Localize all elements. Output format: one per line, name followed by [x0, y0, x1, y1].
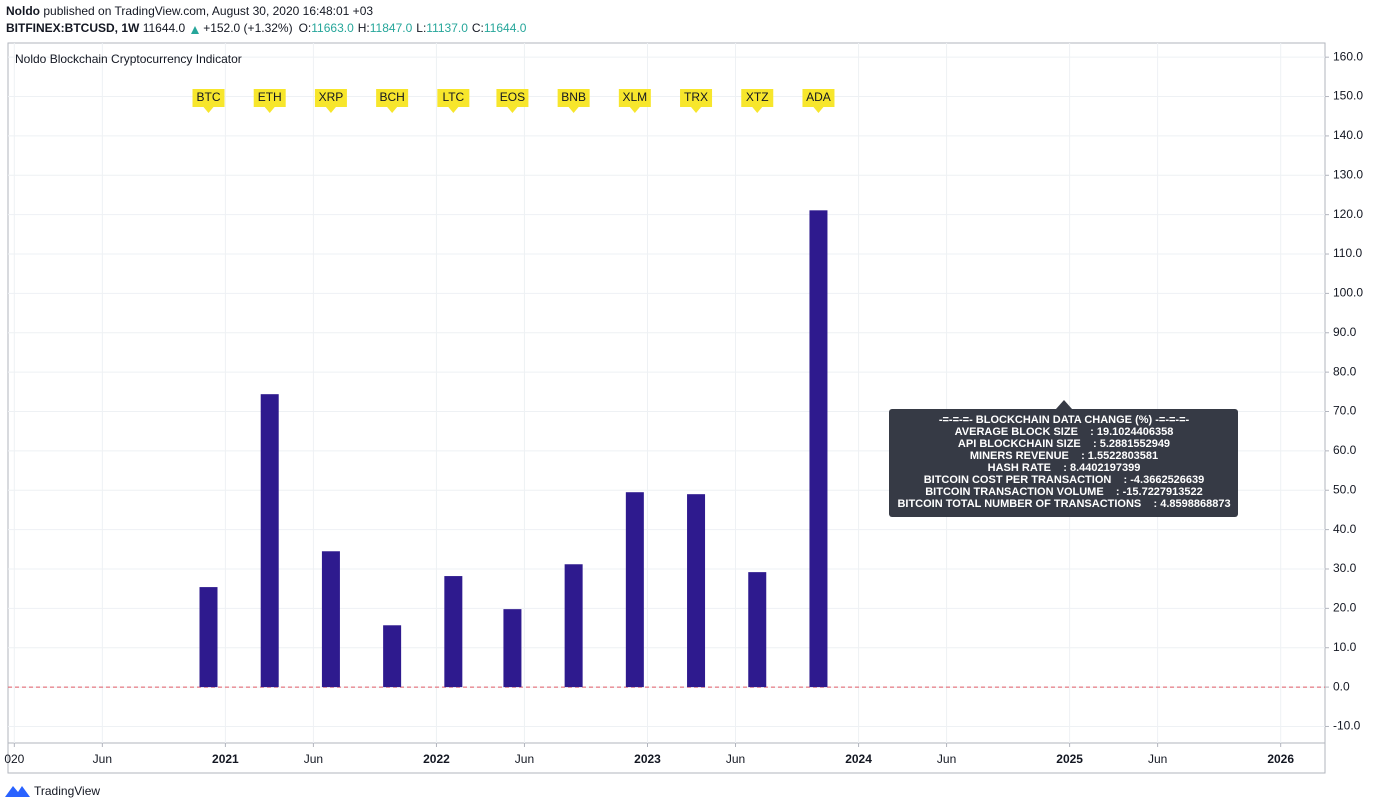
category-label: BNB	[561, 90, 586, 104]
tooltip-line: MINERS REVENUE : 1.5522803581	[970, 450, 1158, 462]
last: 11644.0	[143, 21, 186, 35]
category-label: TRX	[684, 90, 708, 104]
label-callout	[376, 89, 409, 113]
category-label: BCH	[379, 90, 404, 104]
x-tick-label: Jun	[93, 752, 112, 766]
y-tick-label: 160.0	[1333, 49, 1363, 63]
bar	[321, 551, 340, 688]
author: Noldo	[6, 4, 40, 18]
header-line-2: BITFINEX:BTCUSD, 1W 11644.0 +152.0 (+1.32…	[6, 21, 527, 35]
x-tick-label: 2024	[845, 752, 872, 766]
symbol: BITFINEX:BTCUSD, 1W	[6, 21, 140, 35]
x-tick-label: Jun	[937, 752, 956, 766]
y-tick-label: 10.0	[1333, 640, 1357, 654]
ohlc: O:11663.0 H:11847.0 L:11137.0 C:11644.0	[299, 21, 527, 35]
y-tick-label: 20.0	[1333, 601, 1357, 615]
y-tick-label: 50.0	[1333, 482, 1357, 496]
change: +152.0 (+1.32%)	[203, 21, 292, 35]
bar	[444, 576, 463, 688]
label-callout	[741, 89, 774, 113]
category-label: XRP	[319, 90, 344, 104]
ohlc-label: H:	[358, 21, 370, 35]
label-callout	[496, 89, 529, 113]
ohlc-value: 11663.0	[311, 21, 354, 35]
tooltip-pointer	[1056, 400, 1072, 409]
tooltip-line: BITCOIN COST PER TRANSACTION : -4.366252…	[924, 474, 1205, 486]
y-tick-label: 120.0	[1333, 207, 1363, 221]
y-tick-label: 90.0	[1333, 325, 1357, 339]
tooltip-line: API BLOCKCHAIN SIZE : 5.2881552949	[958, 438, 1170, 450]
y-tick-label: 40.0	[1333, 522, 1357, 536]
category-label: ETH	[258, 90, 282, 104]
up-arrow	[191, 26, 199, 34]
y-tick-label: 100.0	[1333, 286, 1363, 300]
bar	[687, 494, 706, 688]
x-tick-label: 2021	[212, 752, 239, 766]
y-tick-label: 140.0	[1333, 128, 1363, 142]
published: published on TradingView.com, August 30,…	[43, 4, 373, 18]
label-callout	[437, 89, 470, 113]
x-tick-label: 2026	[1267, 752, 1294, 766]
footer: TradingView	[5, 784, 100, 798]
tooltip-box	[889, 409, 1238, 517]
ohlc-value: 11644.0	[484, 21, 527, 35]
y-tick-label: 0.0	[1333, 679, 1350, 693]
label-callout	[557, 89, 590, 113]
header-line-1: Noldo published on TradingView.com, Augu…	[6, 4, 373, 18]
ohlc-value: 11137.0	[426, 21, 468, 35]
category-label: BTC	[197, 90, 221, 104]
category-label: LTC	[442, 90, 464, 104]
tooltip-lines: -=-=-=- BLOCKCHAIN DATA CHANGE (%) -=-=-…	[897, 414, 1230, 510]
tooltip-line: -=-=-=- BLOCKCHAIN DATA CHANGE (%) -=-=-…	[939, 414, 1190, 426]
ohlc-label: O:	[299, 21, 312, 35]
chart-title: Noldo Blockchain Cryptocurrency Indicato…	[15, 52, 242, 66]
bar	[260, 394, 279, 688]
label-callout	[314, 89, 347, 113]
y-tick-label: 150.0	[1333, 89, 1363, 103]
bar	[199, 587, 218, 688]
y-tick-label: 70.0	[1333, 404, 1357, 418]
y-tick-label: 130.0	[1333, 167, 1363, 181]
bar	[564, 564, 583, 688]
brand: TradingView	[34, 784, 100, 798]
category-label: XTZ	[746, 90, 769, 104]
x-tick-label: 2022	[423, 752, 450, 766]
bar	[748, 572, 767, 688]
x-tick-label: Jun	[304, 752, 323, 766]
bar	[503, 609, 522, 688]
category-label: EOS	[500, 90, 525, 104]
bar	[383, 625, 402, 688]
tooltip-line: BITCOIN TRANSACTION VOLUME : -15.7227913…	[925, 486, 1203, 498]
y-tick-label: -10.0	[1333, 719, 1361, 733]
x-tick-label: Jun	[515, 752, 534, 766]
x-tick-label: 020	[4, 752, 24, 766]
ohlc-label: C:	[472, 21, 484, 35]
bar	[809, 210, 828, 688]
category-label: XLM	[622, 90, 647, 104]
tooltip-line: AVERAGE BLOCK SIZE : 19.1024406358	[955, 426, 1174, 438]
x-tick-label: Jun	[726, 752, 745, 766]
label-callout	[253, 89, 286, 113]
y-tick-label: 110.0	[1333, 246, 1362, 260]
label-callout	[802, 89, 835, 113]
logo	[5, 786, 30, 797]
y-tick-label: 80.0	[1333, 364, 1357, 378]
bar	[625, 492, 644, 688]
category-label: ADA	[806, 90, 831, 104]
label-callout	[618, 89, 651, 113]
x-tick-label: Jun	[1148, 752, 1167, 766]
ohlc-label: L:	[416, 21, 426, 35]
x-tick-label: 2025	[1056, 752, 1083, 766]
x-tick-label: 2023	[634, 752, 661, 766]
ohlc-value: 11847.0	[370, 21, 413, 35]
y-tick-label: 60.0	[1333, 443, 1357, 457]
plot: BTC ETH XRP BCH LTC EOS BNB XLM TRX XTZ ADA	[192, 89, 835, 688]
y-tick-label: 30.0	[1333, 561, 1357, 575]
tooltip-line: HASH RATE : 8.4402197399	[988, 462, 1141, 474]
label-callout	[680, 89, 713, 113]
tooltip-line: BITCOIN TOTAL NUMBER OF TRANSACTIONS : 4…	[897, 498, 1230, 510]
tooltip: -=-=-=- BLOCKCHAIN DATA CHANGE (%) -=-=-…	[889, 400, 1238, 517]
label-callout	[192, 89, 225, 113]
